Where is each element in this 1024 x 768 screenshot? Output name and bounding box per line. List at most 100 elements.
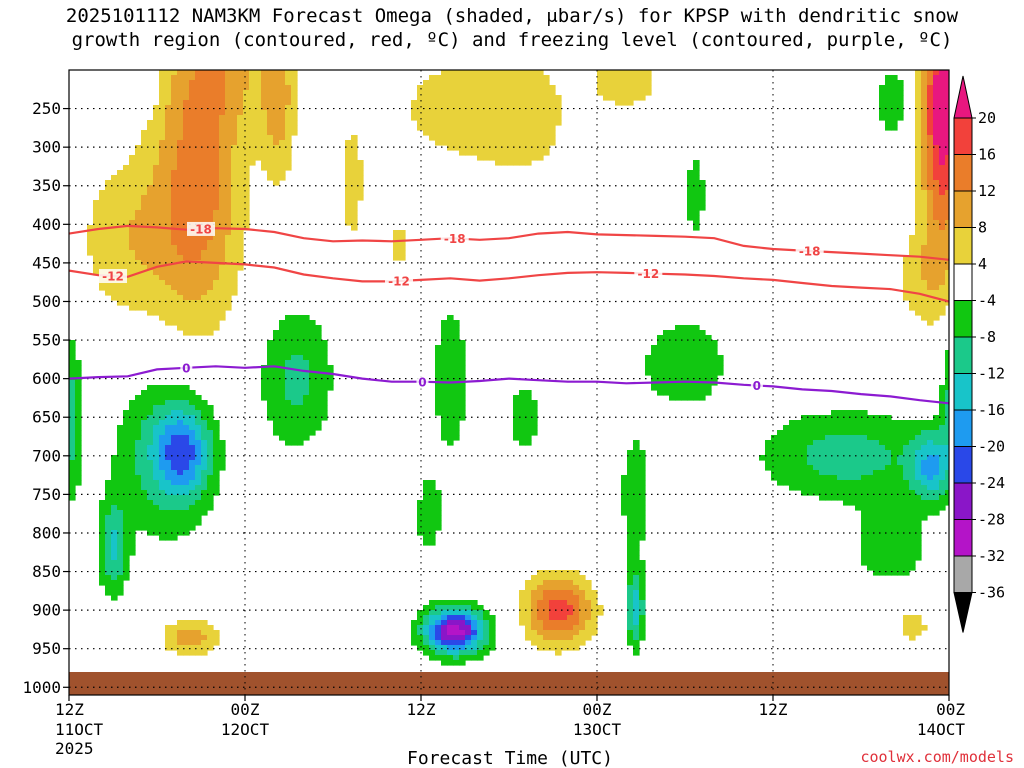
- omega-cell: [915, 190, 922, 196]
- omega-cell: [681, 355, 688, 361]
- omega-cell: [195, 150, 202, 156]
- omega-cell: [669, 345, 676, 351]
- omega-cell: [903, 255, 910, 261]
- omega-cell: [75, 430, 82, 436]
- omega-cell: [177, 475, 184, 481]
- omega-cell: [915, 490, 922, 496]
- omega-cell: [705, 360, 712, 366]
- omega-cell: [849, 445, 856, 451]
- omega-cell: [435, 405, 442, 411]
- omega-cell: [279, 390, 286, 396]
- omega-cell: [183, 640, 190, 646]
- omega-cell: [201, 315, 208, 321]
- omega-cell: [933, 130, 940, 136]
- omega-cell: [165, 635, 172, 641]
- omega-cell: [189, 405, 196, 411]
- omega-cell: [945, 85, 949, 91]
- omega-cell: [915, 480, 922, 486]
- omega-cell: [189, 165, 196, 171]
- omega-cell: [417, 510, 424, 516]
- omega-cell: [267, 140, 274, 146]
- omega-cell: [633, 580, 640, 586]
- omega-cell: [477, 135, 484, 141]
- omega-cell: [195, 210, 202, 216]
- omega-cell: [249, 95, 256, 101]
- omega-cell: [837, 415, 844, 421]
- omega-cell: [633, 530, 640, 536]
- omega-cell: [555, 100, 562, 106]
- omega-cell: [123, 415, 130, 421]
- omega-cell: [291, 115, 298, 121]
- omega-cell: [165, 505, 172, 511]
- omega-cell: [303, 410, 310, 416]
- omega-cell: [147, 305, 154, 311]
- omega-cell: [285, 420, 292, 426]
- omega-cell: [93, 205, 100, 211]
- omega-cell: [459, 600, 466, 606]
- omega-cell: [909, 520, 916, 526]
- omega-cell: [423, 505, 430, 511]
- omega-cell: [351, 145, 358, 151]
- colorbar-bin: [953, 190, 973, 228]
- omega-cell: [627, 595, 634, 601]
- omega-cell: [159, 255, 166, 261]
- omega-cell: [603, 95, 610, 101]
- omega-cell: [147, 400, 154, 406]
- omega-cell: [933, 460, 940, 466]
- omega-cell: [111, 470, 118, 476]
- omega-cell: [351, 190, 358, 196]
- omega-cell: [885, 475, 892, 481]
- omega-cell: [423, 540, 430, 546]
- omega-cell: [837, 475, 844, 481]
- omega-cell: [213, 465, 220, 471]
- omega-cell: [201, 410, 208, 416]
- omega-cell: [165, 180, 172, 186]
- omega-cell: [153, 290, 160, 296]
- omega-cell: [489, 630, 496, 636]
- omega-cell: [573, 640, 580, 646]
- omega-cell: [261, 100, 268, 106]
- omega-cell: [903, 630, 910, 636]
- omega-cell: [843, 425, 850, 431]
- omega-cell: [633, 470, 640, 476]
- omega-cell: [807, 440, 814, 446]
- omega-cell: [915, 245, 922, 251]
- omega-cell: [531, 130, 538, 136]
- omega-cell: [105, 525, 112, 531]
- omega-cell: [135, 505, 142, 511]
- omega-cell: [807, 435, 814, 441]
- omega-cell: [141, 510, 148, 516]
- y-tick-label: 650: [32, 408, 61, 427]
- omega-cell: [291, 105, 298, 111]
- omega-cell: [879, 485, 886, 491]
- omega-cell: [219, 135, 226, 141]
- omega-cell: [273, 135, 280, 141]
- omega-cell: [141, 260, 148, 266]
- omega-cell: [309, 415, 316, 421]
- omega-cell: [165, 290, 172, 296]
- omega-cell: [135, 255, 142, 261]
- omega-cell: [291, 340, 298, 346]
- omega-cell: [693, 160, 700, 166]
- omega-cell: [75, 370, 82, 376]
- omega-cell: [897, 570, 904, 576]
- omega-cell: [225, 155, 232, 161]
- omega-cell: [687, 335, 694, 341]
- omega-cell: [621, 480, 628, 486]
- omega-cell: [177, 425, 184, 431]
- omega-cell: [507, 90, 514, 96]
- omega-cell: [201, 160, 208, 166]
- omega-cell: [945, 175, 949, 181]
- omega-cell: [927, 505, 934, 511]
- omega-cell: [945, 250, 949, 256]
- omega-cell: [213, 195, 220, 201]
- omega-cell: [237, 170, 244, 176]
- omega-cell: [681, 395, 688, 401]
- omega-cell: [687, 325, 694, 331]
- omega-cell: [75, 475, 82, 481]
- omega-cell: [135, 300, 142, 306]
- omega-cell: [789, 445, 796, 451]
- omega-cell: [933, 125, 940, 131]
- omega-cell: [261, 80, 268, 86]
- omega-cell: [291, 85, 298, 91]
